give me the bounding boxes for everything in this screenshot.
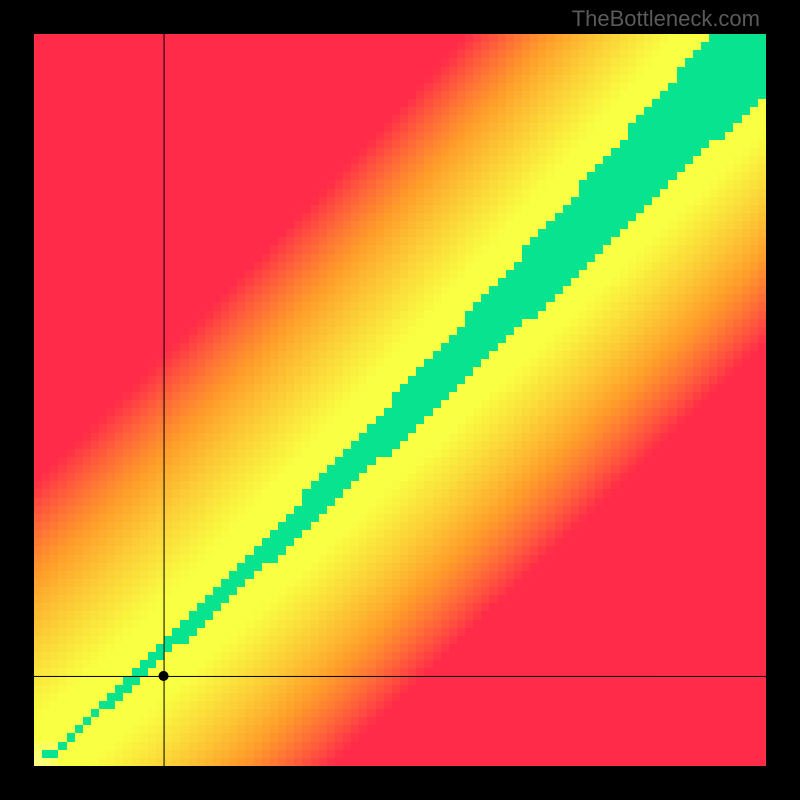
chart-container: TheBottleneck.com	[0, 0, 800, 800]
heatmap-canvas	[34, 34, 766, 766]
attribution-text: TheBottleneck.com	[572, 6, 760, 32]
plot-area	[34, 34, 766, 766]
